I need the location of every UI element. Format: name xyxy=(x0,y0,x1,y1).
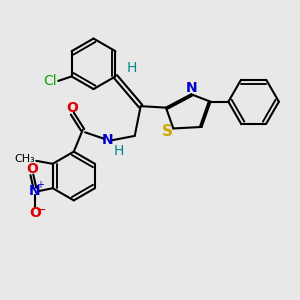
Text: H: H xyxy=(127,61,137,75)
Text: O: O xyxy=(29,206,41,220)
Text: −: − xyxy=(36,204,46,217)
Text: H: H xyxy=(113,144,124,158)
Text: CH₃: CH₃ xyxy=(14,154,35,164)
Text: N: N xyxy=(185,81,197,95)
Text: N: N xyxy=(102,133,114,147)
Text: N: N xyxy=(29,184,41,198)
Text: +: + xyxy=(36,180,44,190)
Text: O: O xyxy=(66,101,78,115)
Text: O: O xyxy=(26,162,38,176)
Text: S: S xyxy=(162,124,173,139)
Text: Cl: Cl xyxy=(43,74,57,88)
